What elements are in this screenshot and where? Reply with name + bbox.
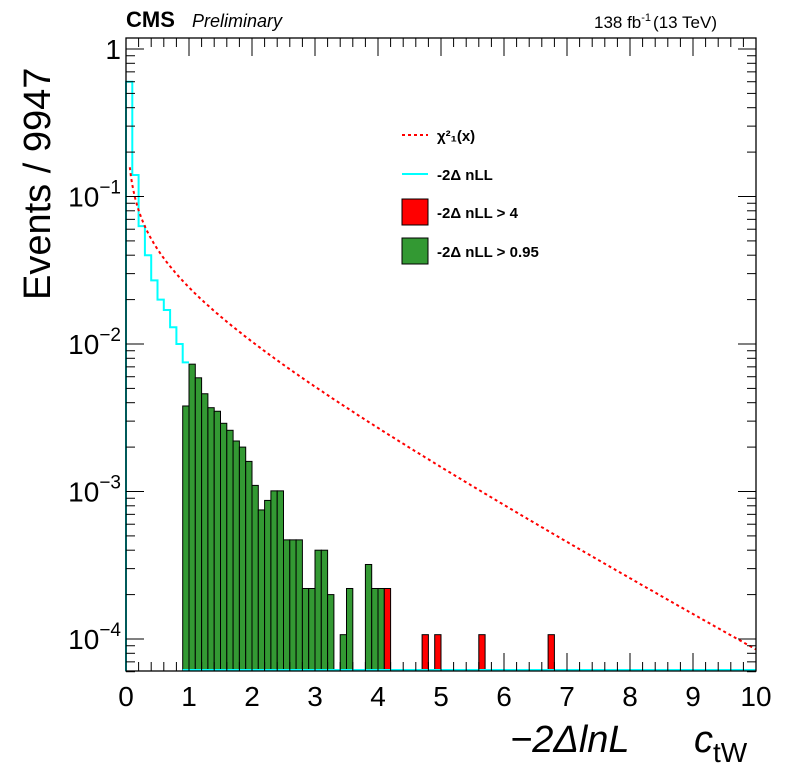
bar-green-7	[226, 429, 234, 672]
y-tick-label: 10−1	[68, 178, 121, 213]
bar-green-9	[238, 446, 247, 672]
chi2-reference-curve	[128, 167, 757, 651]
status-label: Preliminary	[192, 11, 283, 31]
x-tick-label: 5	[433, 681, 449, 712]
bar-green-22	[320, 549, 329, 672]
y-axis-title: Events / 9947	[17, 68, 59, 300]
chi2-line	[128, 167, 757, 651]
bar-green-14	[270, 490, 278, 672]
x-tick-label: 7	[559, 681, 575, 712]
legend-label-nll-gt-4: -2Δ nLL > 4	[437, 205, 519, 222]
bar-green-17	[289, 539, 297, 672]
y-tick-label: 10−3	[68, 473, 121, 508]
bar-green-0	[182, 405, 190, 672]
x-tick-label: 8	[622, 681, 638, 712]
bar-red-2	[434, 634, 442, 672]
x-axis-title: −2ΔlnL	[510, 719, 630, 761]
x-tick-label: 0	[118, 681, 134, 712]
bar-green-11	[251, 484, 259, 672]
x-tick-label: 3	[307, 681, 323, 712]
bar-green-6	[220, 422, 228, 672]
experiment-label: CMS	[126, 7, 175, 32]
bar-green-21	[314, 549, 322, 672]
x-tick-labels: 0 1 2 3 4 5 6 7 8 9 10	[118, 681, 771, 712]
legend-label-chi2: χ²₁(x)	[437, 128, 475, 145]
y-tick-label: 1	[105, 34, 121, 65]
x-tick-label: 4	[370, 681, 386, 712]
bar-green-1	[188, 363, 196, 672]
bar-green-10	[245, 460, 253, 672]
bar-green-26	[364, 563, 373, 672]
bar-green-4	[207, 407, 215, 672]
bar-green-25	[346, 587, 354, 672]
x-tick-label: 6	[496, 681, 512, 712]
nll-step-line	[125, 80, 189, 671]
bar-green-3	[201, 393, 209, 672]
y-tick-labels: 1 10−1 10−2 10−3 10−4	[68, 34, 121, 655]
nll-line	[125, 80, 756, 671]
bar-red-0	[383, 587, 392, 672]
legend-label-nll: -2Δ nLL	[437, 167, 493, 184]
legend-swatch-nll-gt-095	[401, 237, 429, 265]
x-tick-label: 10	[740, 681, 771, 712]
bar-green-20	[308, 587, 316, 672]
bar-green-18	[295, 539, 303, 672]
x-tick-label: 2	[244, 681, 260, 712]
legend-swatch-nll-gt-4	[401, 198, 429, 226]
bar-green-2	[194, 377, 203, 672]
bar-green-24	[339, 634, 348, 672]
x-tick-label: 9	[685, 681, 701, 712]
bar-red-4	[547, 634, 555, 672]
bar-green-27	[371, 587, 379, 672]
bar-green-5	[213, 410, 221, 672]
x-tick-label: 1	[181, 681, 197, 712]
axis-ticks	[125, 38, 757, 673]
bar-red-1	[421, 634, 429, 672]
bar-green-8	[232, 440, 240, 672]
y-tick-label: 10−4	[68, 620, 121, 655]
legend: χ²₁(x) -2Δ nLL -2Δ nLL > 4 -2Δ nLL > 0.9…	[401, 128, 539, 265]
bar-green-23	[327, 594, 335, 672]
bar-green-15	[276, 490, 285, 672]
parameter-label: ctW	[694, 719, 748, 768]
bar-green-12	[257, 509, 266, 672]
bar-red-3	[478, 634, 486, 672]
histogram-bars	[182, 363, 555, 672]
bar-green-16	[283, 539, 291, 672]
legend-label-nll-gt-095: -2Δ nLL > 0.95	[437, 244, 539, 261]
lumi-label: 138 fb-1 (13 TeV)	[594, 12, 717, 32]
y-tick-label: 10−2	[68, 325, 121, 360]
bar-green-13	[264, 499, 272, 672]
bar-green-28	[377, 587, 385, 672]
bar-green-19	[301, 587, 310, 672]
